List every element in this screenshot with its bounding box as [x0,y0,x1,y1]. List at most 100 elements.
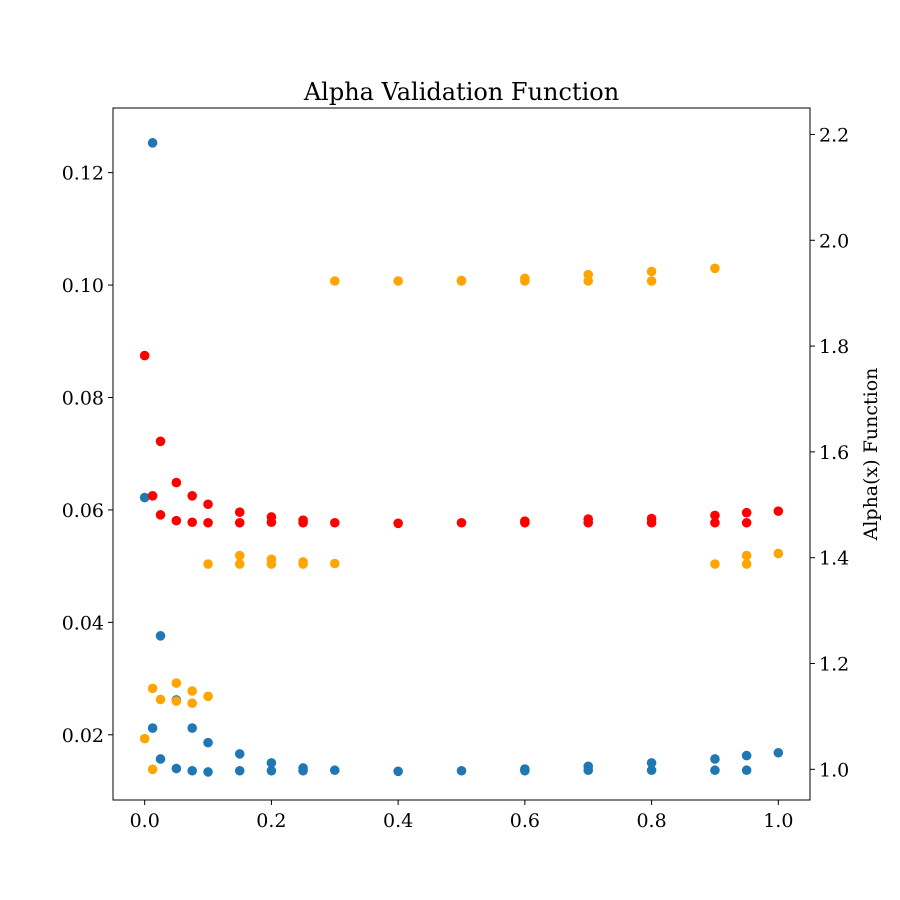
data-point-s1-24 [583,276,594,286]
data-point-s1-31 [773,548,784,559]
data-point-s0-2 [147,723,158,733]
y-left-tick-label: 0.06 [62,500,104,522]
data-point-s2-18 [456,517,467,528]
points-layer [139,138,784,777]
data-point-s0-30 [773,747,784,758]
data-point-s0-14 [266,765,277,776]
x-tick-label: 0.4 [383,810,413,832]
data-point-s0-18 [393,766,403,777]
x-tick-label: 0.8 [636,810,666,832]
data-point-s2-28 [741,517,752,528]
y-right-tick-label: 1.8 [819,336,849,358]
data-point-s1-0 [139,733,150,744]
data-point-s0-19 [456,765,467,776]
data-point-s2-2 [155,436,166,447]
data-point-s0-28 [741,750,752,761]
x-tick-label: 0.0 [130,810,160,832]
y-left-tick-label: 0.02 [62,725,104,747]
data-point-s2-13 [266,517,277,528]
data-point-s2-4 [171,477,182,488]
data-point-s1-17 [329,558,340,569]
data-point-s0-24 [646,758,657,768]
y-left-tick-label: 0.04 [62,612,104,634]
data-point-s0-21 [520,765,530,776]
data-point-s1-27 [710,263,720,274]
data-point-s2-6 [187,491,197,501]
data-point-s1-1 [147,683,158,694]
data-point-s1-22 [520,276,530,286]
data-point-s2-22 [583,517,594,528]
plot-frame [112,107,811,801]
data-point-s0-29 [741,765,752,776]
chart-title: Alpha Validation Function [303,78,619,106]
y-right-tick-label: 1.2 [819,654,849,676]
data-point-s2-15 [298,517,308,528]
y-right-tick-label: 2.2 [819,124,849,146]
data-point-s0-6 [171,763,182,774]
data-point-s0-27 [710,765,720,776]
data-point-s0-13 [266,758,277,768]
data-point-s2-10 [234,507,245,517]
data-point-s0-0 [139,492,150,503]
data-point-s0-9 [203,737,213,748]
data-point-s0-12 [234,765,245,776]
data-point-s2-16 [329,517,340,528]
data-point-s1-3 [155,694,166,705]
x-tick-label: 1.0 [763,810,793,832]
data-point-s2-5 [171,515,182,526]
data-point-s2-3 [155,510,166,520]
data-point-s0-16 [298,765,308,776]
data-point-s0-23 [583,765,594,776]
y-right-axis-label: Alpha(x) Function [860,368,882,542]
data-point-s2-25 [710,510,720,521]
y-left-tick-label: 0.08 [62,388,104,410]
data-point-s1-18 [393,276,403,286]
data-point-s2-11 [234,517,245,528]
data-point-s1-30 [741,559,752,569]
data-point-s2-29 [773,506,784,516]
data-point-s2-26 [710,517,720,528]
data-point-s0-4 [155,754,166,764]
data-point-s1-20 [456,276,467,286]
data-point-s0-26 [710,754,720,764]
data-point-s0-1 [147,138,158,148]
data-point-s0-3 [155,631,166,641]
data-point-s2-17 [393,518,403,529]
data-point-s1-6 [187,686,197,696]
data-point-s2-1 [147,491,158,501]
data-point-s1-15 [298,559,308,569]
data-point-s2-8 [203,499,213,510]
data-point-s1-5 [171,696,182,706]
data-point-s1-2 [147,764,158,775]
y-right-tick-label: 2.0 [819,230,849,252]
y-left-tick-label: 0.12 [62,163,104,185]
y-right-tick-label: 1.6 [819,442,849,464]
data-point-s1-8 [203,691,213,702]
data-point-s0-10 [203,767,213,777]
y-right-tick-label: 1.0 [819,759,849,781]
data-point-s0-8 [187,765,197,776]
data-point-s1-25 [646,266,657,277]
data-point-s2-9 [203,517,213,528]
data-point-s0-17 [329,765,340,776]
data-point-s0-25 [646,765,657,776]
data-point-s0-11 [234,749,245,759]
data-point-s2-27 [741,507,752,518]
ticks-layer: 0.0 0.2 0.4 0.6 0.8 1.0 0.02 0.04 0.06 0.08 0.10 0.… [62,124,850,832]
data-point-s2-20 [520,517,530,528]
data-point-s1-4 [171,678,182,688]
y-left-tick-label: 0.10 [62,275,104,297]
data-point-s1-10 [234,550,245,561]
y-right-tick-label: 1.4 [819,548,849,570]
data-point-s1-26 [646,276,657,286]
data-point-s1-7 [187,698,197,708]
x-tick-label: 0.2 [256,810,286,832]
data-point-s1-13 [266,559,277,569]
data-point-s1-11 [234,559,245,569]
data-point-s1-16 [329,276,340,286]
data-point-s0-7 [187,723,197,733]
x-tick-label: 0.6 [510,810,540,832]
data-point-s1-29 [741,550,752,561]
